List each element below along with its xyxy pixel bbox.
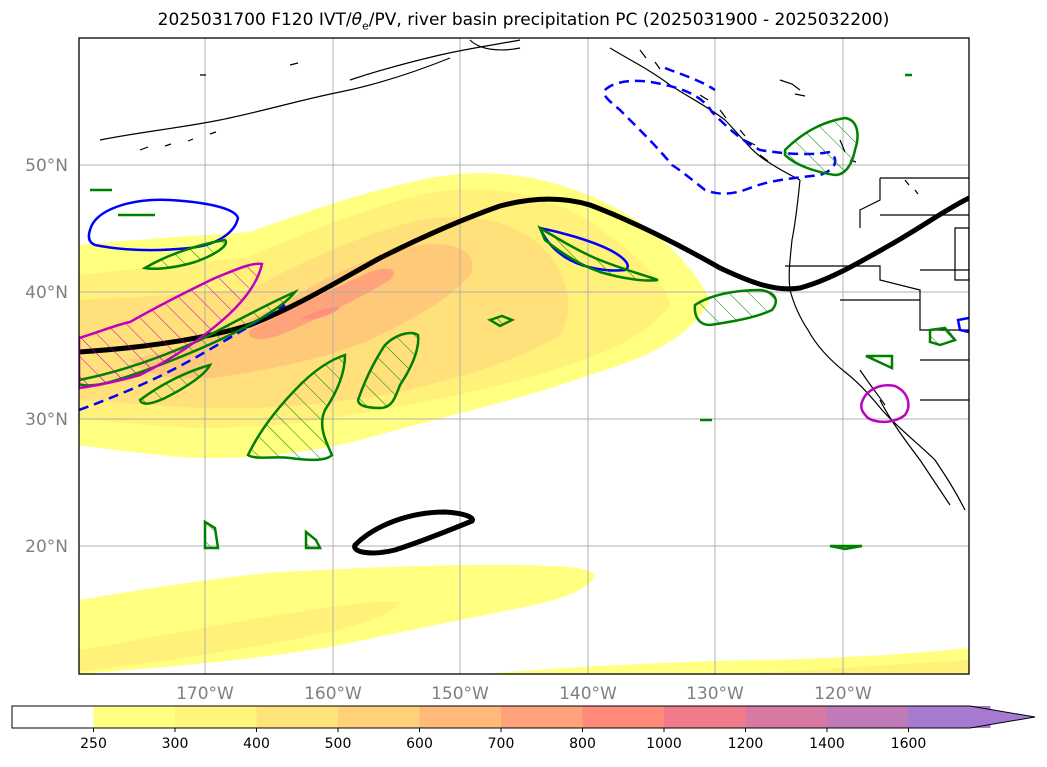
ivt-shading-south: [79, 564, 969, 674]
colorbar-tick-label: 800: [569, 736, 596, 752]
lat-label-30n: 30°N: [25, 410, 68, 430]
lon-label-170w: 170°W: [176, 684, 234, 704]
title-theta-sub: e: [362, 19, 369, 33]
colorbar-tick-label: 300: [162, 736, 189, 752]
precip-magenta-contours: [79, 262, 910, 424]
colorbar: 250 300 400 500 600 700 800 1000 1200 1400 1600: [11, 705, 1036, 752]
colorbar-tick-label: 1000: [646, 736, 682, 752]
colorbar-tick-label: 1600: [891, 736, 927, 752]
colorbar-extend-arrow: [908, 706, 1035, 728]
pv-contours: [79, 195, 969, 556]
title-prefix: 2025031700 F120 IVT/: [157, 10, 352, 30]
colorbar-segment: [419, 706, 502, 728]
chart-title: 2025031700 F120 IVT/θe/PV, river basin p…: [0, 10, 1047, 32]
longitude-labels: 170°W 160°W 150°W 140°W 130°W 120°W: [176, 684, 872, 704]
lon-label-160w: 160°W: [304, 684, 362, 704]
title-theta: θ: [351, 10, 362, 30]
lat-label-40n: 40°N: [25, 283, 68, 303]
colorbar-tick-label: 250: [80, 736, 107, 752]
colorbar-tick-label: 700: [488, 736, 515, 752]
colorbar-tick-label: 1400: [809, 736, 845, 752]
lon-label-140w: 140°W: [559, 684, 617, 704]
lon-label-150w: 150°W: [431, 684, 489, 704]
colorbar-segment: [745, 706, 828, 728]
lat-label-20n: 20°N: [25, 537, 68, 557]
lon-label-120w: 120°W: [814, 684, 872, 704]
colorbar-tick-label: 600: [406, 736, 433, 752]
colorbar-tick-label: 500: [325, 736, 352, 752]
colorbar-tick-label: 1200: [728, 736, 764, 752]
colorbar-segment: [256, 706, 339, 728]
colorbar-segment: [175, 706, 257, 728]
latitude-labels: 50°N 40°N 30°N 20°N: [25, 156, 68, 557]
lon-label-130w: 130°W: [686, 684, 744, 704]
colorbar-segment: [827, 706, 909, 728]
colorbar-segment: [501, 706, 583, 728]
lat-lon-grid: [79, 38, 969, 674]
plot-frame: [78, 37, 970, 675]
colorbar-tick-label: 400: [243, 736, 270, 752]
coastlines: [99, 39, 969, 511]
colorbar-segment: [93, 706, 176, 728]
title-suffix: /PV, river basin precipitation PC (20250…: [368, 10, 890, 30]
colorbar-segment: [338, 706, 420, 728]
colorbar-segment: [664, 706, 746, 728]
colorbar-outline: [11, 705, 1036, 729]
colorbar-segment: [12, 706, 94, 728]
colorbar-segment: [582, 706, 665, 728]
lat-label-50n: 50°N: [25, 156, 68, 176]
